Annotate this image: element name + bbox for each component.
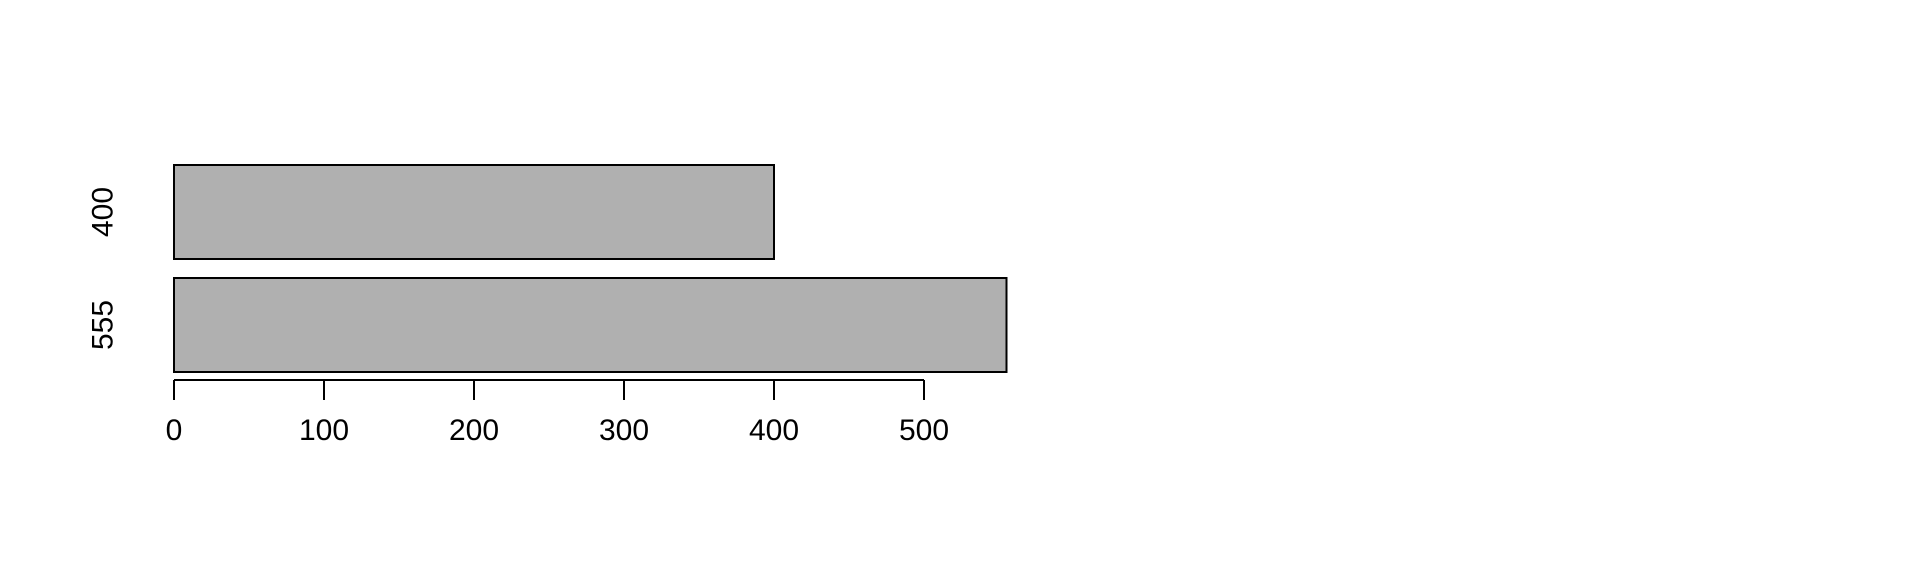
category-label-555: 555	[87, 300, 120, 350]
bars-layer	[173, 164, 1008, 373]
x-tick-label-100: 100	[299, 414, 349, 447]
x-tick-label-0: 0	[166, 414, 183, 447]
category-labels: 555 400	[87, 187, 120, 350]
x-axis: 0 100 200 300 400 500	[166, 379, 949, 447]
x-tick-label-400: 400	[749, 414, 799, 447]
category-label-400: 400	[87, 187, 120, 237]
bar-555	[173, 277, 1008, 373]
bar-400	[173, 164, 775, 260]
x-tick-label-500: 500	[899, 414, 949, 447]
x-tick-label-300: 300	[599, 414, 649, 447]
x-tick-label-200: 200	[449, 414, 499, 447]
